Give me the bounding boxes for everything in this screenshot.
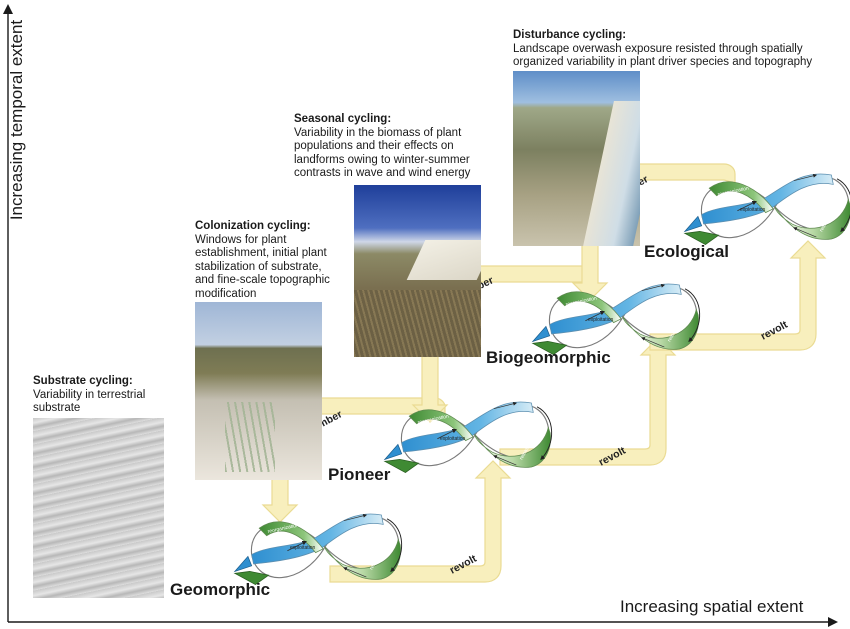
cycle-description-disturbance: Disturbance cycling: Landscape overwash … — [513, 29, 831, 70]
cycle-text: Variability in terrestrial substrate — [33, 388, 146, 415]
photo-sand-ripples — [33, 418, 164, 598]
cycle-text: Variability in the biomass of plant popu… — [294, 126, 471, 180]
cycle-text: Landscape overwash exposure resisted thr… — [513, 42, 813, 69]
cycle-title: Disturbance cycling: — [513, 29, 627, 41]
stage-label-pioneer: Pioneer — [328, 465, 391, 484]
cycle-title: Colonization cycling: — [195, 220, 311, 232]
cycle-description-seasonal: Seasonal cycling: Variability in the bio… — [294, 113, 484, 181]
cycle-text: Windows for plant establishment, initial… — [195, 233, 330, 300]
cycle-title: Substrate cycling: — [33, 375, 133, 387]
loop-label-exploitation: exploitation — [588, 317, 614, 323]
loop-label-conservation: conservation — [336, 502, 365, 515]
loop-label-exploitation: exploitation — [740, 207, 766, 213]
stage-label-biogeomorphic: Biogeomorphic — [486, 348, 611, 367]
loop-label-exploitation: exploitation — [440, 436, 466, 442]
x-axis-label: Increasing spatial extent — [620, 597, 804, 616]
adaptive-cycle-biogeomorphic: conservation exploitation reorganization… — [533, 274, 700, 354]
photo-shoreline-disturbance — [513, 71, 640, 246]
loop-label-exploitation: exploitation — [290, 545, 316, 551]
cycle-title: Seasonal cycling: — [294, 113, 392, 125]
photo-dune-seasonal — [354, 185, 481, 357]
y-axis-label: Increasing temporal extent — [7, 19, 26, 221]
cycle-description-colonization: Colonization cycling: Windows for plant … — [195, 220, 330, 301]
adaptive-cycle-geomorphic: conservation exploitation reorganization… — [235, 502, 402, 584]
photo-grass-colonization — [195, 302, 322, 480]
stage-label-ecological: Ecological — [644, 242, 730, 261]
cycle-description-substrate: Substrate cycling: Variability in terres… — [33, 375, 173, 416]
axes — [3, 4, 838, 627]
stage-label-geomorphic: Geomorphic — [170, 580, 271, 599]
